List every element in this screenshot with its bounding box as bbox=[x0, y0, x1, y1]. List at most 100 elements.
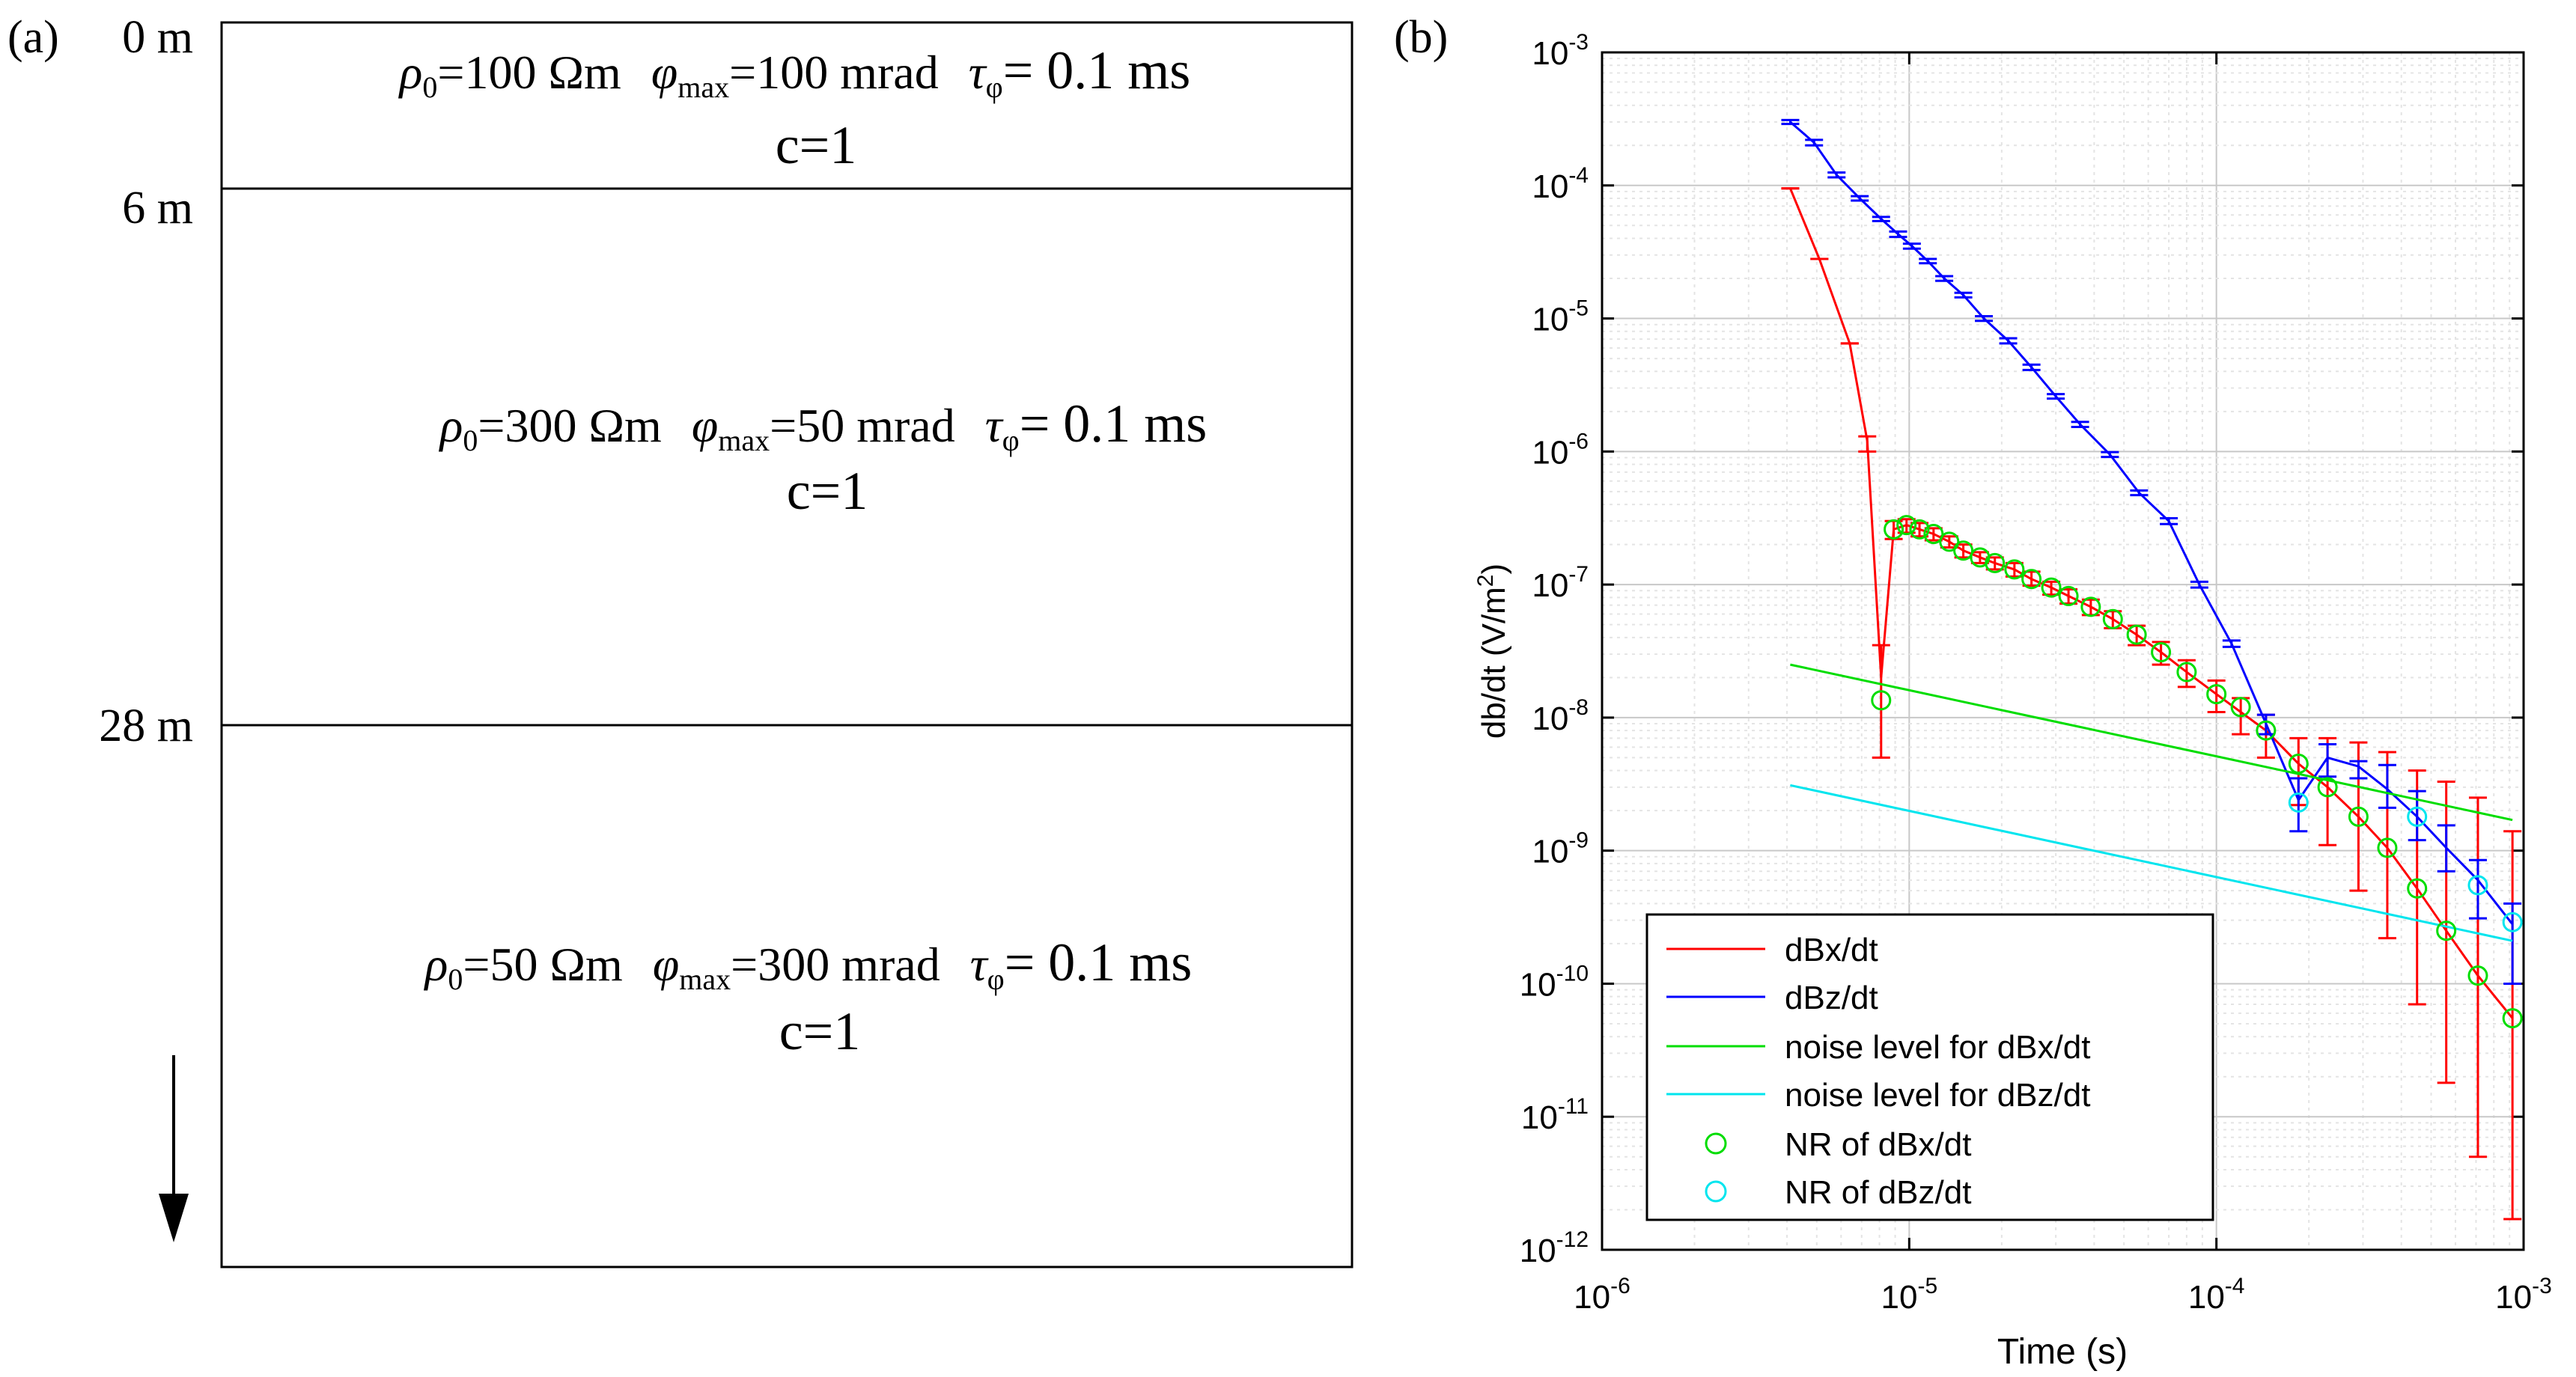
legend-label-dbz: dBz/dt bbox=[1785, 980, 1878, 1016]
marker-nr-of-dbx-dt bbox=[1923, 524, 1944, 545]
marker-nr-of-dbx-dt bbox=[2377, 837, 2398, 858]
tau-symbol: τ bbox=[970, 938, 989, 991]
layer-2-params: ρ0=300 Ωm φmax=50 mrad τφ= 0.1 ms bbox=[439, 394, 1208, 457]
x-axis-label: Time (s) bbox=[1997, 1332, 2128, 1372]
marker-nr-of-dbx-dt bbox=[2348, 806, 2369, 827]
x-tick-labels: 10-6 10-5 10-4 10-3 bbox=[1574, 1274, 2552, 1316]
x-tick-label: 10-3 bbox=[2495, 1274, 2552, 1316]
marker-nr-of-dbx-dt bbox=[2151, 642, 2172, 663]
marker-nr-of-dbx-dt bbox=[2502, 1008, 2523, 1029]
marker-nr-of-dbx-dt bbox=[2288, 754, 2309, 775]
y-tick-label-exponent: -11 bbox=[1558, 1094, 1589, 1119]
y-tick-label: 10-7 bbox=[1532, 562, 1589, 604]
tau-symbol: τ bbox=[969, 46, 987, 99]
legend-label-noise-dbz: noise level for dBz/dt bbox=[1785, 1077, 2090, 1114]
line-noise-level-for-dbz-dt bbox=[1790, 784, 2513, 942]
marker-nr-of-dbx-dt bbox=[1909, 519, 1930, 540]
marker-nr-of-dbx-dt bbox=[1939, 531, 1960, 552]
tau-value: = 0.1 ms bbox=[1020, 394, 1208, 454]
line-dbx-dt bbox=[1789, 188, 2514, 1019]
layer-3-c: c=1 bbox=[779, 1001, 861, 1061]
panel-a-label: (a) bbox=[7, 12, 59, 63]
y-tick-label: 10-5 bbox=[1532, 296, 1589, 338]
tau-value: = 0.1 ms bbox=[1005, 932, 1193, 992]
panel-b-label: (b) bbox=[1394, 12, 1448, 63]
x-tick-label-exponent: -5 bbox=[1917, 1274, 1937, 1298]
rho-value: =100 Ωm bbox=[437, 46, 621, 99]
y-tick-label: 10-12 bbox=[1520, 1227, 1589, 1269]
phi-symbol: φ bbox=[692, 399, 718, 452]
marker-nr-of-dbz-dt bbox=[2502, 912, 2523, 932]
legend-entry-dbz: dBz/dt bbox=[1666, 980, 1878, 1016]
tau-symbol: τ bbox=[985, 399, 1004, 452]
y-axis-label-exponent: 2 bbox=[1473, 575, 1498, 587]
model-box bbox=[220, 21, 1354, 1268]
depth-label-28: 28 m bbox=[99, 700, 193, 751]
marker-nr-of-dbx-dt bbox=[2041, 577, 2062, 598]
y-tick-label-exponent: -3 bbox=[1568, 30, 1589, 55]
legend-box bbox=[1645, 913, 2214, 1221]
y-tick-label-exponent: -9 bbox=[1568, 828, 1589, 853]
panel-a: (a) 0 m 6 m 28 m ρ0=100 Ωm φmax=100 mrad τ… bbox=[7, 12, 1354, 1268]
marker-nr-of-dbx-dt bbox=[2230, 697, 2251, 718]
legend-label-nr-dbz: NR of dBz/dt bbox=[1785, 1174, 1971, 1211]
marker-nr-of-dbz-dt bbox=[2467, 875, 2488, 896]
depth-label-0: 0 m bbox=[122, 12, 193, 63]
marker-nr-of-dbx-dt bbox=[2436, 920, 2457, 941]
phi-symbol: φ bbox=[653, 938, 679, 991]
rho-subscript: 0 bbox=[448, 962, 463, 996]
layer-1-c: c=1 bbox=[776, 115, 857, 175]
y-axis-label: db/dt (V/m2) bbox=[1473, 564, 1512, 739]
y-tick-label: 10-10 bbox=[1520, 961, 1589, 1003]
y-tick-label: 10-4 bbox=[1532, 163, 1589, 205]
y-tick-label-exponent: -12 bbox=[1556, 1227, 1589, 1252]
y-tick-label-exponent: -6 bbox=[1568, 429, 1589, 454]
y-tick-label-base: 10 bbox=[1520, 1233, 1556, 1269]
tau-subscript: φ bbox=[1002, 424, 1020, 457]
y-tick-label-exponent: -7 bbox=[1568, 562, 1589, 587]
phi-subscript: max bbox=[679, 962, 731, 996]
depth-arrow-head bbox=[159, 1194, 189, 1242]
marker-nr-of-dbx-dt bbox=[2256, 720, 2277, 741]
marker-nr-of-dbx-dt bbox=[2080, 596, 2101, 617]
y-tick-label: 10-11 bbox=[1521, 1094, 1589, 1136]
x-tick-label-base: 10 bbox=[1881, 1279, 1918, 1316]
y-tick-label: 10-3 bbox=[1532, 30, 1589, 72]
phi-subscript: max bbox=[718, 424, 770, 457]
y-tick-label-base: 10 bbox=[1520, 966, 1556, 1003]
legend-marker-nr-dbx bbox=[1705, 1132, 1727, 1155]
x-tick-label-base: 10 bbox=[2188, 1279, 2225, 1316]
marker-nr-of-dbz-dt bbox=[2288, 792, 2309, 813]
marker-nr-of-dbx-dt bbox=[2206, 684, 2227, 705]
y-tick-label: 10-6 bbox=[1532, 429, 1589, 471]
series-layer bbox=[1781, 118, 2523, 1221]
phi-value: =100 mrad bbox=[729, 46, 939, 99]
marker-nr-of-dbx-dt bbox=[1871, 690, 1892, 711]
marker-nr-of-dbx-dt bbox=[1953, 540, 1974, 561]
y-tick-label-exponent: -10 bbox=[1556, 961, 1589, 986]
legend-entry-noise-dbz: noise level for dBz/dt bbox=[1666, 1077, 2090, 1114]
layer-3-params: ρ0=50 Ωm φmax=300 mrad τφ= 0.1 ms bbox=[424, 932, 1193, 996]
y-tick-label-base: 10 bbox=[1532, 834, 1568, 870]
legend: dBx/dt dBz/dt noise level for dBx/dt noi… bbox=[1645, 913, 2214, 1221]
marker-nr-of-dbx-dt bbox=[2176, 662, 2197, 683]
marker-nr-of-dbx-dt bbox=[2058, 585, 2079, 606]
tau-value: = 0.1 ms bbox=[1003, 40, 1191, 100]
y-axis-label-close: ) bbox=[1476, 564, 1512, 575]
phi-subscript: max bbox=[678, 70, 729, 104]
y-tick-label-base: 10 bbox=[1532, 302, 1568, 338]
axis-ticks bbox=[1601, 51, 2525, 1251]
phi-value: =50 mrad bbox=[770, 399, 955, 452]
legend-entry-nr-dbz: NR of dBz/dt bbox=[1705, 1174, 1971, 1211]
phi-value: =300 mrad bbox=[731, 938, 940, 991]
rho-symbol: ρ bbox=[424, 938, 448, 991]
marker-nr-of-dbx-dt bbox=[2126, 624, 2147, 645]
marker-nr-of-dbx-dt bbox=[1884, 519, 1904, 540]
layer-1-params: ρ0=100 Ωm φmax=100 mrad τφ= 0.1 ms bbox=[398, 40, 1191, 104]
legend-entry-nr-dbx: NR of dBx/dt bbox=[1705, 1126, 1971, 1163]
legend-marker-nr-dbz bbox=[1705, 1180, 1727, 1203]
y-tick-label-base: 10 bbox=[1532, 434, 1568, 471]
rho-symbol: ρ bbox=[439, 399, 463, 452]
y-tick-label-base: 10 bbox=[1532, 35, 1568, 72]
line-noise-level-for-dbx-dt bbox=[1790, 663, 2513, 822]
